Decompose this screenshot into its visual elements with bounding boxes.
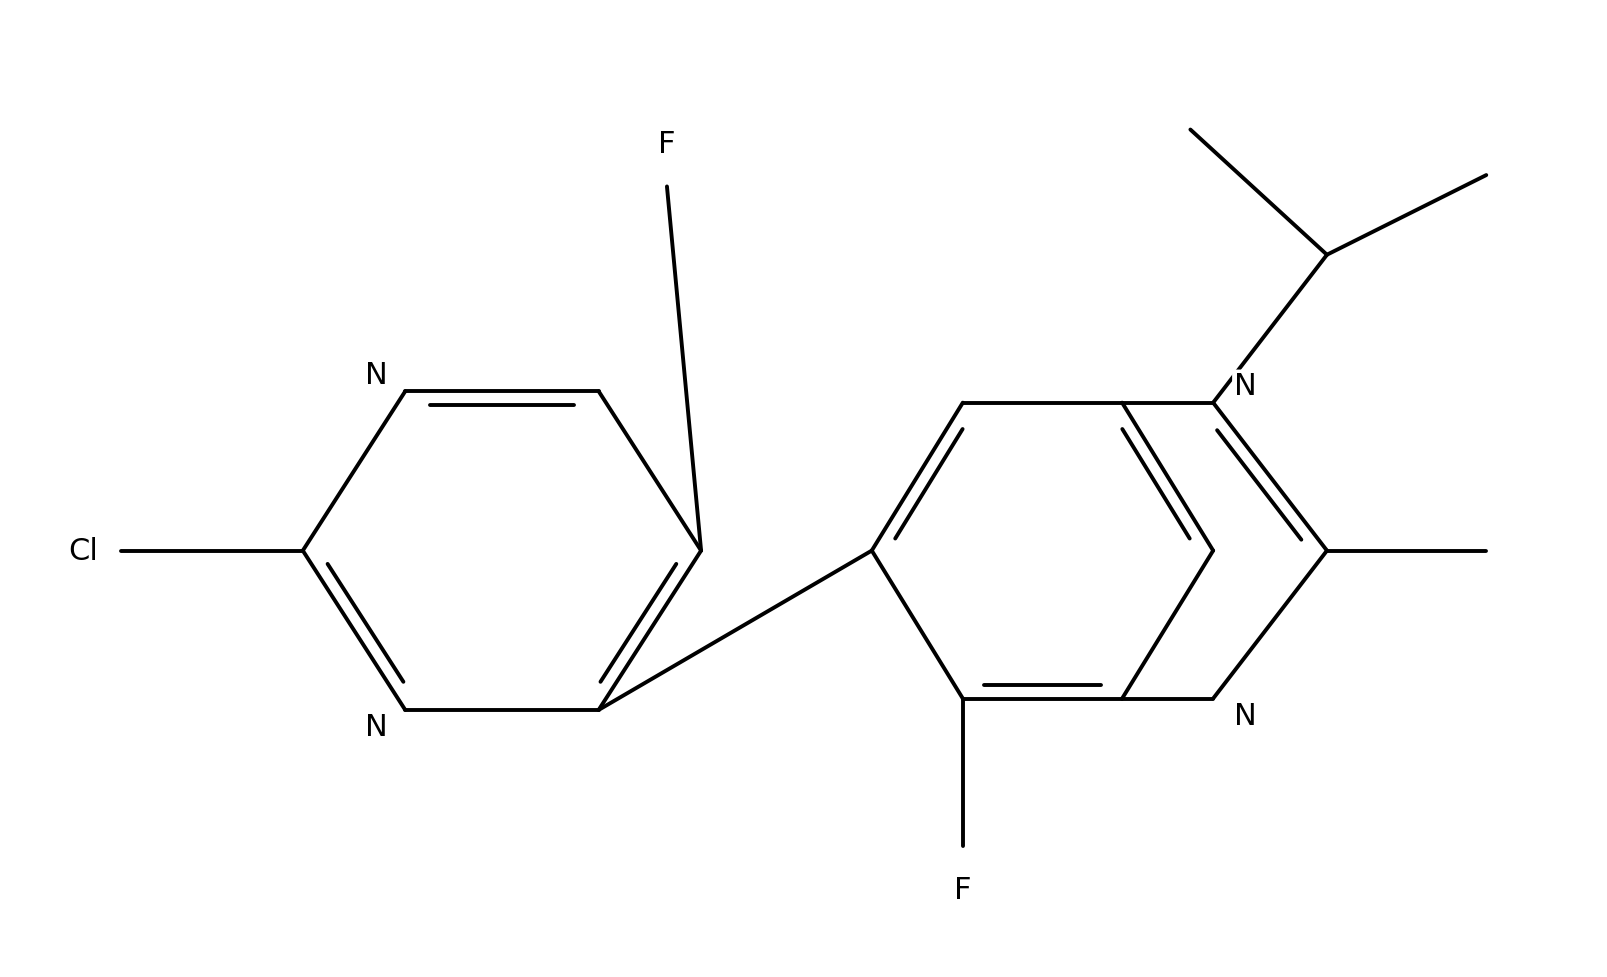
Text: F: F	[659, 130, 675, 159]
Text: Cl: Cl	[67, 536, 98, 566]
Text: N: N	[1234, 701, 1257, 731]
Text: F: F	[955, 875, 972, 904]
Text: N: N	[1234, 371, 1257, 401]
Text: N: N	[365, 361, 389, 389]
Text: N: N	[365, 713, 389, 742]
